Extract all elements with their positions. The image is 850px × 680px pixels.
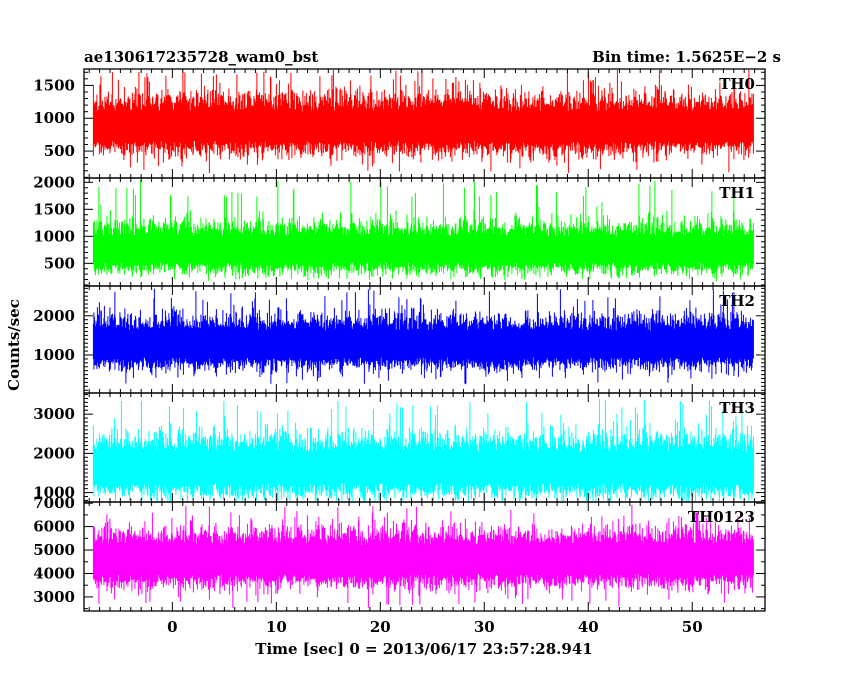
y-tick-label: 4000 — [33, 564, 75, 582]
y-tick-label: 7000 — [33, 494, 75, 512]
series-th3-line — [92, 399, 754, 501]
panel-label-th0123: TH0123 — [688, 508, 755, 526]
panel-label-th3: TH3 — [719, 399, 755, 417]
series-th1-line — [92, 180, 754, 282]
x-tick-label: 10 — [266, 618, 287, 636]
y-tick-label: 1000 — [33, 227, 75, 245]
y-tick-label: 1000 — [33, 484, 75, 502]
y-tick-label: 500 — [44, 254, 75, 272]
y-tick-label: 3000 — [33, 405, 75, 423]
panel-label-th0: TH0 — [719, 75, 755, 93]
y-tick-label: 1000 — [33, 109, 75, 127]
y-axis-title: Counts/sec — [5, 299, 23, 391]
chart-title: ae130617235728_wam0_bst — [84, 48, 318, 66]
panel-label-th2: TH2 — [719, 292, 755, 310]
series-th0123-line — [92, 504, 754, 609]
x-tick-label: 30 — [474, 618, 495, 636]
panel-frame — [83, 501, 766, 612]
x-tick-label: 40 — [578, 618, 599, 636]
panel-th3: 1000 2000 3000 TH3 — [33, 392, 766, 503]
series-th2-line — [92, 288, 754, 385]
panel-th2: 1000 2000 TH2 — [33, 285, 766, 394]
y-tick-label: 1500 — [33, 200, 75, 218]
panel-label-th1: TH1 — [719, 184, 755, 202]
y-tick-label: 2000 — [33, 173, 75, 191]
panel-th0123: 3000 4000 5000 6000 7000 TH0123 — [33, 494, 766, 612]
y-tick-label: 1500 — [33, 76, 75, 94]
y-tick-label: 2000 — [33, 307, 75, 325]
bin-time-label: Bin time: 1.5625E−2 s — [592, 48, 781, 66]
y-tick-label: 6000 — [33, 518, 75, 536]
series-th0-line — [92, 70, 754, 174]
y-tick-label: 500 — [44, 142, 75, 160]
y-tick-label: 3000 — [33, 588, 75, 606]
y-tick-label: 1000 — [33, 346, 75, 364]
y-tick-label: 2000 — [33, 444, 75, 462]
x-tick-labels: 0 10 20 30 40 50 — [167, 618, 703, 636]
x-tick-label: 50 — [682, 618, 703, 636]
x-axis-title: Time [sec] 0 = 2013/06/17 23:57:28.941 — [255, 640, 592, 658]
panel-th1: 500 1000 1500 2000 TH1 — [33, 173, 766, 287]
x-tick-label: 20 — [370, 618, 391, 636]
x-tick-label: 0 — [167, 618, 177, 636]
panel-th0: 500 1000 1500 TH0 — [33, 68, 766, 179]
y-tick-label: 5000 — [33, 541, 75, 559]
